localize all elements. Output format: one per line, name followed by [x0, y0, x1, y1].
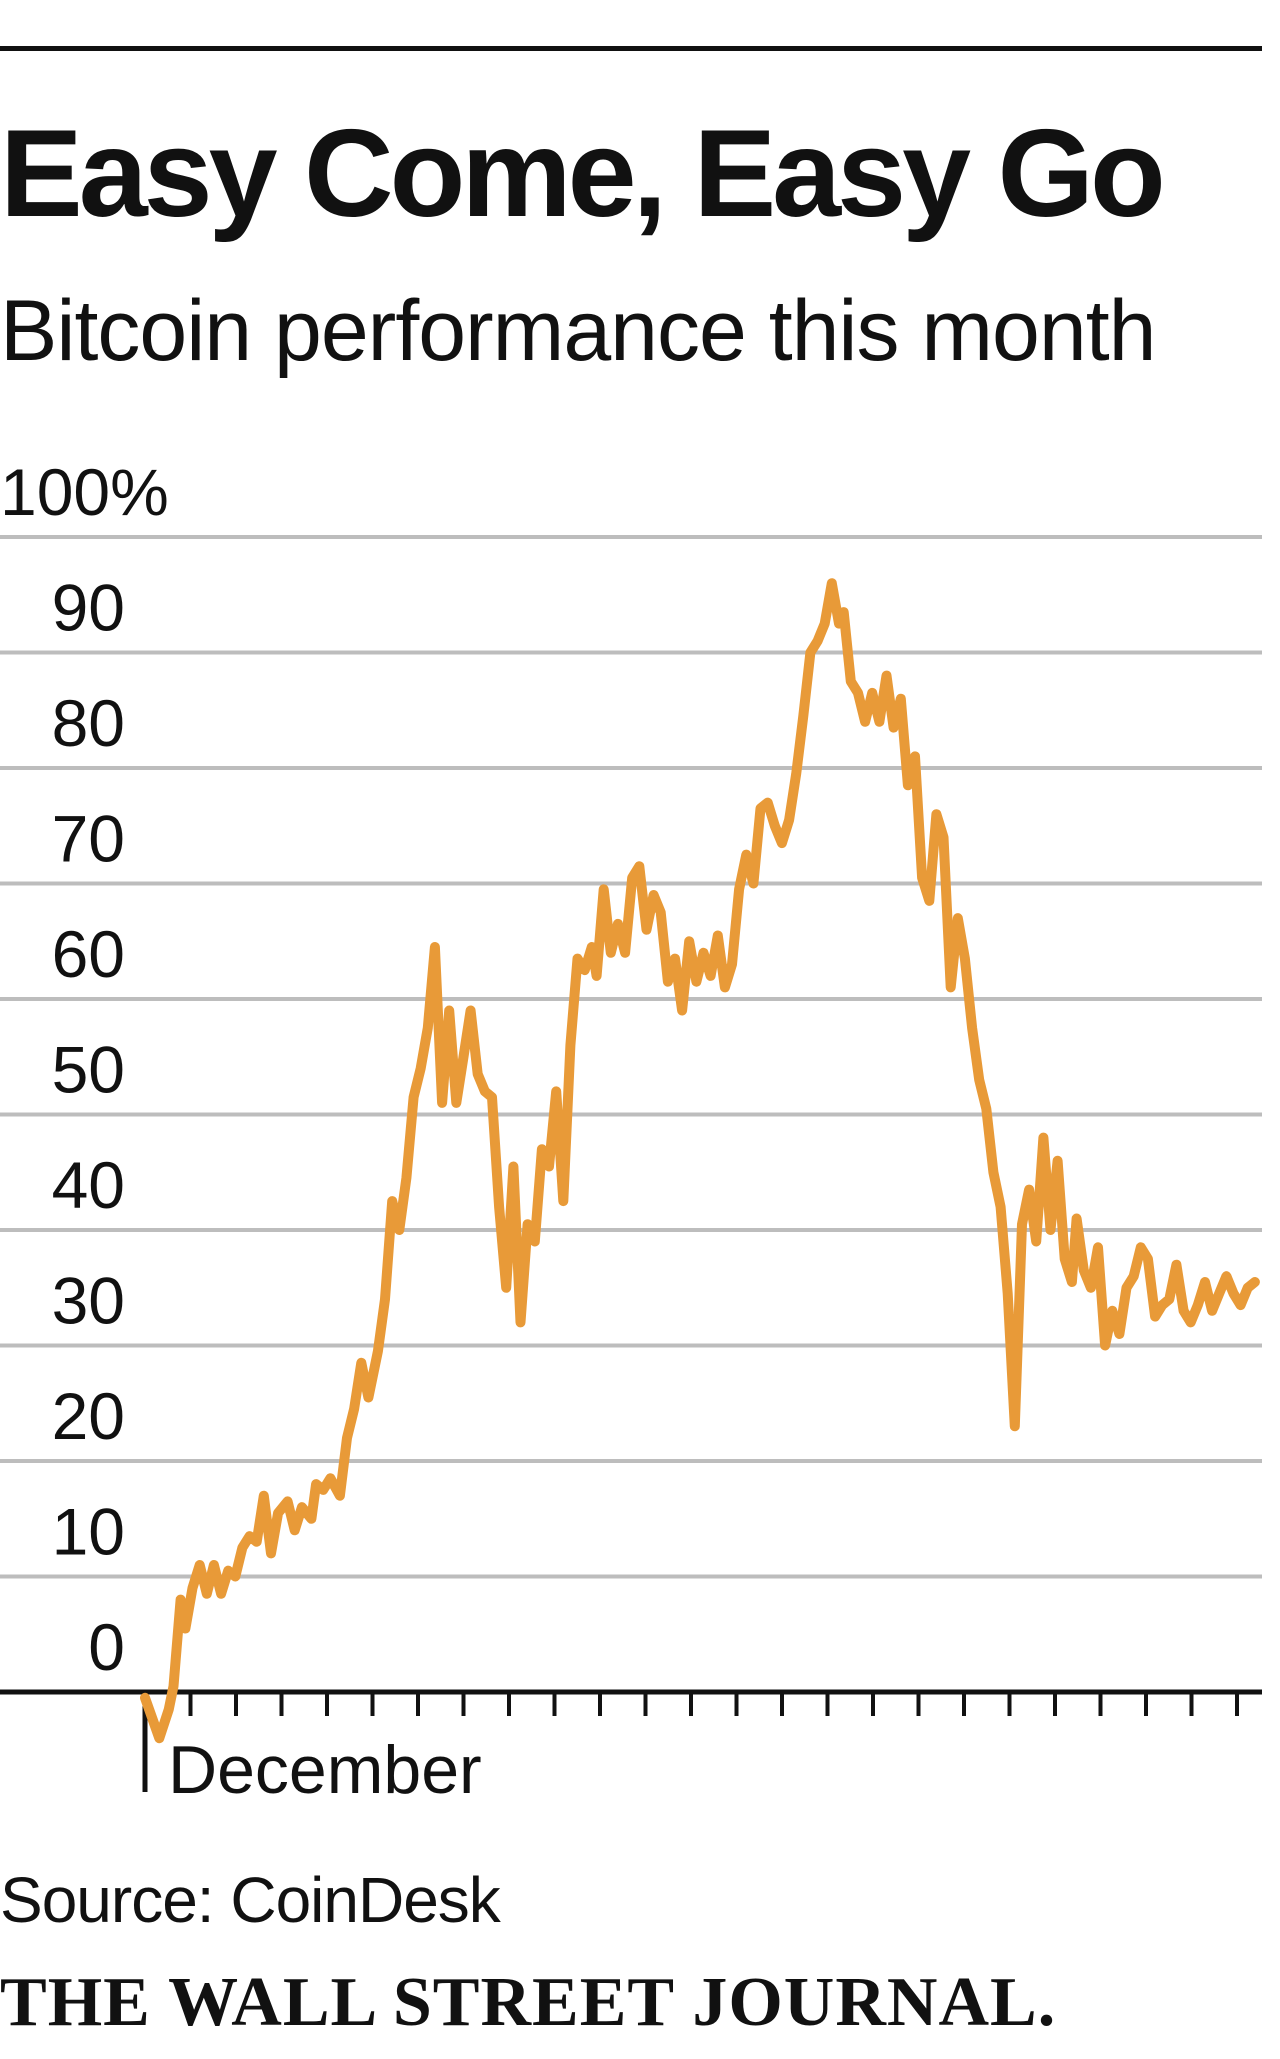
- series-layer: [140, 578, 1260, 1744]
- chart-subtitle: Bitcoin performance this month: [0, 283, 1156, 379]
- y-tick-label: 90: [52, 571, 125, 645]
- y-tick-label: 50: [52, 1033, 125, 1107]
- top-rule: [0, 46, 1262, 51]
- y-tick-labels: 0 10 20 30 40 50 60 70 80 90 100%: [0, 455, 169, 1684]
- y-tick-label: 40: [52, 1148, 125, 1222]
- y-tick-label: 30: [52, 1264, 125, 1338]
- series-line-bitcoin: [140, 578, 1260, 1744]
- y-tick-label: 20: [52, 1379, 125, 1453]
- y-tick-label: 60: [52, 917, 125, 991]
- y-tick-label: 10: [52, 1495, 125, 1569]
- source-note: Source: CoinDesk: [0, 1864, 501, 1936]
- line-chart: 0 10 20 30 40 50 60 70 80 90 100% December: [0, 455, 1262, 1808]
- y-tick-label: 70: [52, 802, 125, 876]
- gridlines: [0, 535, 1262, 1579]
- y-tick-label: 0: [88, 1610, 125, 1684]
- x-axis-label: December: [168, 1732, 482, 1808]
- chart-title: Easy Come, Easy Go: [0, 105, 1166, 243]
- publisher-logo: THE WALL STREET JOURNAL.: [0, 1964, 1057, 2041]
- y-tick-label: 100%: [0, 455, 169, 529]
- y-tick-label: 80: [52, 686, 125, 760]
